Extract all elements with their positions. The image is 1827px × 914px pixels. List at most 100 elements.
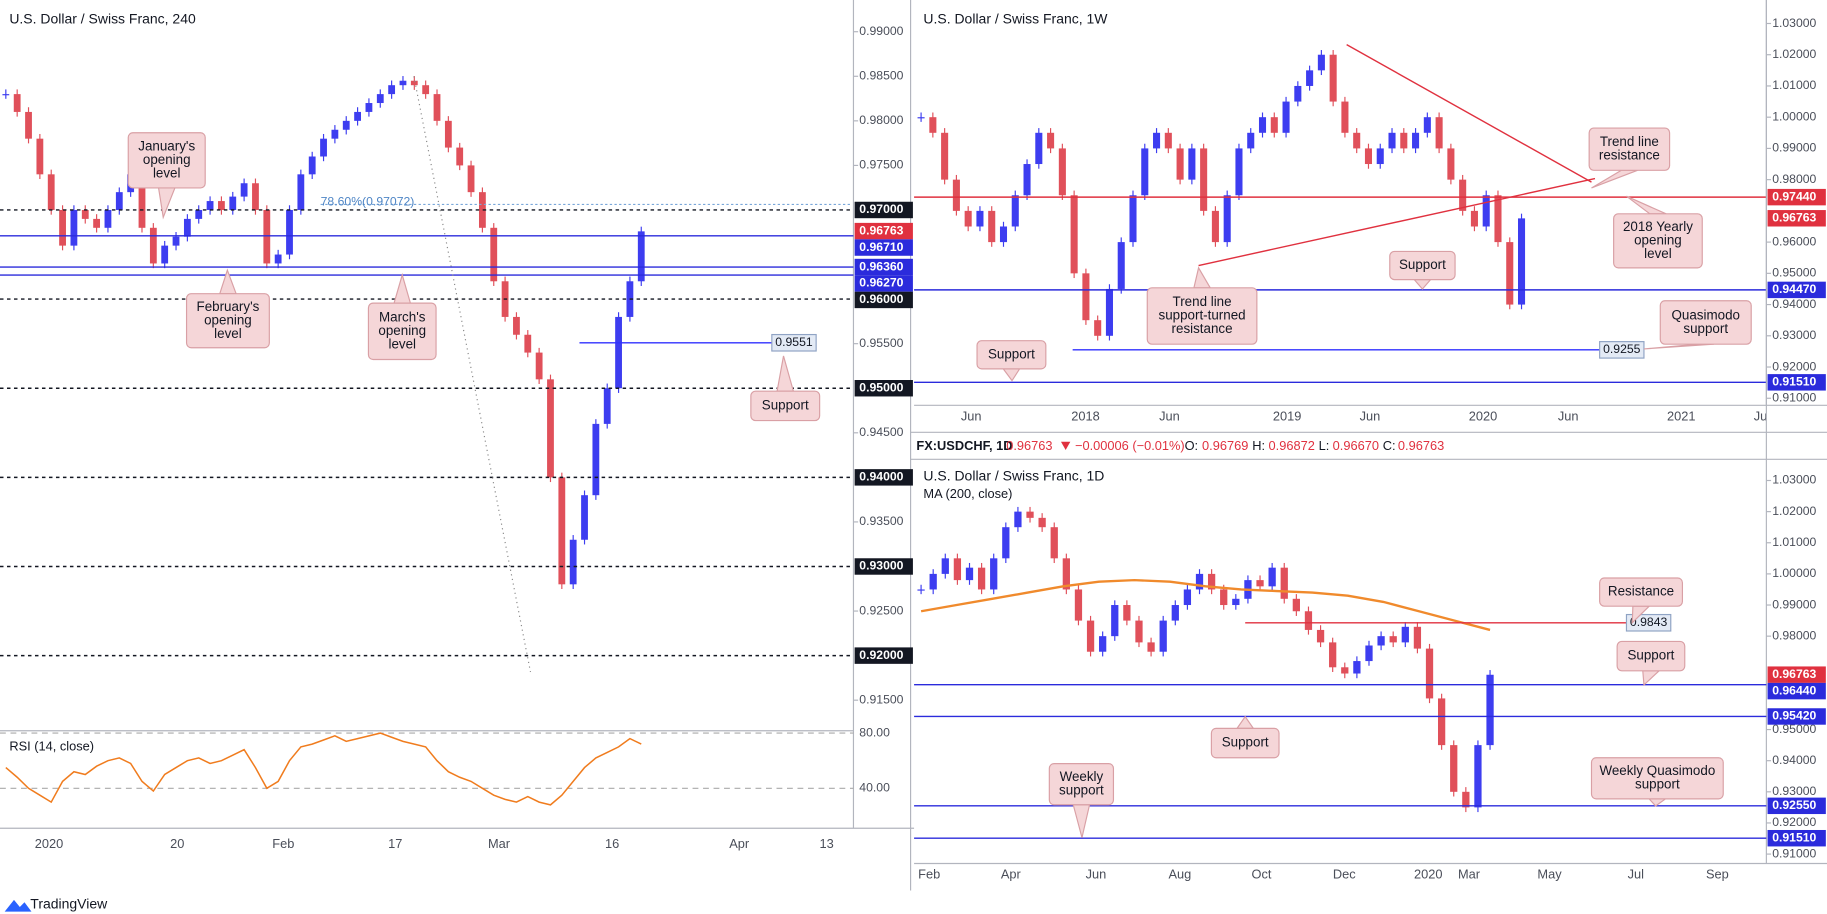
price-box [1599,341,1645,359]
time-label: 2021 [1667,408,1696,423]
callout-text: support [1059,782,1104,797]
candle [1388,132,1396,149]
close: 0.96763 [1398,438,1444,453]
callout-cover [1148,289,1256,344]
callout-text: level [1644,246,1672,261]
price-tick-label: 0.99000 [859,24,903,38]
callout-text: Resistance [1608,584,1674,599]
candle [274,254,282,264]
candle [1425,648,1434,699]
price-tick-label: 0.96000 [1772,234,1816,248]
candle [1280,567,1288,599]
time-label: Dec [1333,867,1356,882]
candle [478,192,486,228]
price-badge [854,647,913,664]
candle [433,94,441,121]
chart-panel: U.S. Dollar / Swiss Franc, 1W 1.03000 1.02… [914,0,1827,423]
price-badge [1767,797,1826,815]
candle [1377,636,1385,646]
candle [1223,195,1231,243]
price-tick-label: 0.92000 [1772,359,1816,373]
candle [195,209,203,219]
price-tick-label: 1.01000 [1772,78,1816,92]
candle [965,567,974,581]
candle [399,80,407,86]
callout-cover [1600,579,1682,606]
price-tick-label: 1.01000 [1772,535,1816,549]
callout-text: Trend line [1173,294,1232,309]
callout-text: January's [138,138,195,153]
candle [172,236,180,246]
panel-title: U.S. Dollar / Swiss Franc, 1W [923,11,1108,27]
candle [286,209,293,255]
price-tick-label: 0.94500 [859,425,903,439]
time-label: Feb [272,836,294,851]
price-tick-label: 0.93500 [859,514,903,528]
candle [1117,242,1125,289]
price-badge-label: 0.96440 [1772,683,1816,697]
price-tick-label: 0.98500 [859,69,903,83]
time-label: 13 [820,836,834,851]
price-badge [1767,210,1826,227]
price-badge [854,258,913,276]
candle [115,192,123,210]
time-label: Jul [1628,867,1644,882]
candle [138,174,146,228]
candle [13,94,21,112]
callout-text: support-turned [1159,308,1246,323]
price-tick-label: 0.95000 [1772,722,1816,736]
candle [1070,195,1078,274]
candle [308,156,316,175]
callout-text: Support [762,397,809,412]
candle [988,210,996,243]
price-badge-label: 0.96360 [859,259,903,273]
price-badge-label: 0.92000 [859,648,903,662]
price-badge-label: 0.95420 [1772,709,1816,723]
callout-text: support [1683,321,1728,336]
candle [183,218,191,237]
candle [1195,573,1204,590]
candle [410,80,418,86]
price-box [1625,613,1672,632]
callout-text: Support [1222,735,1269,750]
chart-panel: U.S. Dollar / Swiss Franc, 240 0.99000 0.9… [0,0,915,851]
time-label: 2018 [1071,408,1100,423]
candle [513,316,520,335]
time-label: Feb [918,867,940,882]
price-box-label: 0.9843 [1630,615,1668,629]
candle [1062,558,1070,590]
candle [1176,148,1184,180]
candle [342,120,350,130]
price-tick-label: 0.99000 [1772,141,1816,155]
candle [218,201,225,210]
price-box-label: 0.9551 [775,335,813,349]
callout-text: support [1635,777,1680,792]
price-badge-label: 0.95000 [859,380,903,394]
price-badge [1767,281,1826,299]
open: 0.96769 [1202,438,1248,453]
time-label: 20 [170,836,184,851]
candle [1200,148,1208,211]
rsi-tick-label: 40.00 [859,781,890,795]
candle [941,132,949,180]
candle [941,558,949,574]
callout-text: March's [379,309,426,324]
time-label: May [1537,867,1562,882]
price-badge [1767,374,1826,391]
candle [81,209,89,219]
callout-text: Support [988,346,1035,361]
candle [331,129,339,139]
rsi-line [5,732,642,806]
time-label: Jun [1159,408,1180,423]
candle [1437,698,1446,746]
callout-cover [752,392,819,420]
candle [467,165,475,193]
time-label: Aug [1169,867,1192,882]
time-label: Jun [961,408,982,423]
candle [1247,132,1255,149]
candle [1129,195,1137,243]
price-badge [854,222,913,240]
price-badge [854,558,913,575]
